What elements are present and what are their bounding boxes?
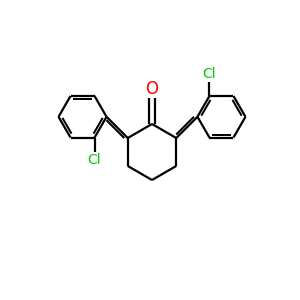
Text: Cl: Cl — [202, 67, 216, 81]
Text: O: O — [146, 80, 158, 98]
Text: Cl: Cl — [88, 153, 101, 166]
